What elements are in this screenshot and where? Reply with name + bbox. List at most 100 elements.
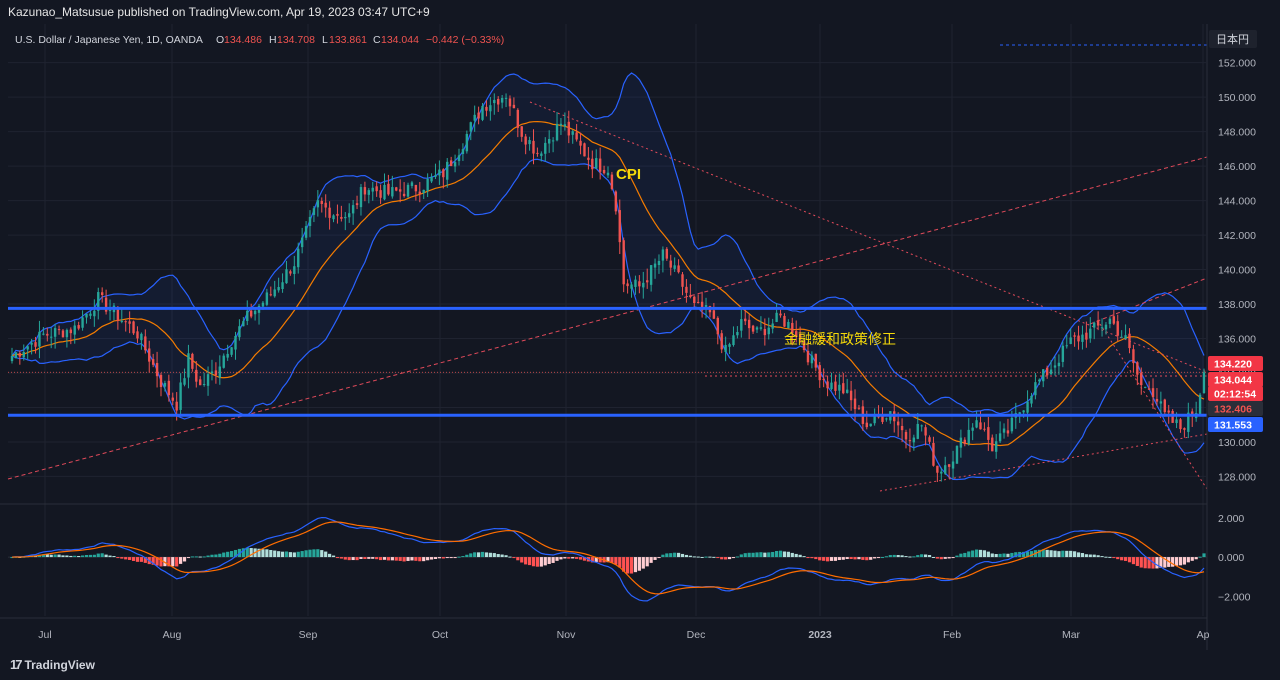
macd-histogram-bar: [618, 557, 622, 568]
candle-body: [845, 389, 849, 393]
candle-body: [1175, 419, 1178, 424]
macd-histogram-bar: [1025, 551, 1030, 558]
axes: 152.000 150.000 148.000 146.000 144.000 142.0…: [0, 24, 1263, 650]
candle-body: [22, 351, 25, 358]
candle-body: [669, 260, 672, 268]
price-tick-label: 136.000: [1218, 334, 1256, 346]
candle-body: [673, 265, 676, 269]
currency-tab-bg: [1209, 30, 1257, 48]
macd-histogram-bar: [92, 554, 96, 558]
macd-histogram-bar: [202, 556, 206, 558]
candle-body: [877, 416, 880, 418]
candle-body: [1006, 430, 1010, 434]
candle-body: [626, 283, 629, 287]
candle-body: [465, 133, 469, 152]
currency-tab[interactable]: 日本円: [1209, 30, 1257, 48]
candle-body: [751, 325, 755, 332]
candle-body: [1034, 382, 1037, 396]
macd-histogram-bar: [371, 557, 375, 559]
candle-body: [442, 169, 445, 178]
candle-body: [814, 353, 818, 368]
candle-body: [681, 274, 684, 287]
macd-histogram-bar: [1088, 554, 1092, 558]
macd-histogram-bar: [1143, 557, 1147, 569]
macd-histogram-bar: [1202, 553, 1206, 558]
price-pane[interactable]: [7, 44, 1208, 492]
candle-body: [712, 310, 716, 319]
candle-body: [967, 429, 970, 444]
macd-histogram-bar: [1182, 557, 1186, 565]
macd-histogram-bar: [308, 549, 312, 558]
macd-histogram-bar: [931, 557, 936, 559]
price-badge-text: 134.044: [1214, 375, 1252, 387]
macd-histogram-bar: [771, 551, 775, 558]
macd-histogram-bar: [641, 557, 645, 569]
macd-histogram-bar: [645, 557, 649, 567]
macd-histogram-bar: [331, 555, 336, 558]
candle-body: [716, 317, 719, 335]
macd-histogram-bar: [912, 556, 916, 558]
candle-body: [1159, 401, 1163, 404]
macd-histogram-bar: [531, 557, 536, 567]
macd-histogram-bar: [73, 555, 77, 558]
currency-label: 日本円: [1216, 32, 1249, 46]
candle-body: [798, 333, 802, 339]
macd-histogram-bar: [512, 557, 516, 559]
time-tick-label: Jul: [38, 629, 51, 641]
candle-body: [536, 152, 539, 154]
tradingview-logo[interactable]: 17 TradingView: [10, 657, 95, 672]
macd-histogram-bar: [284, 551, 289, 558]
price-badge-bg: [1208, 417, 1263, 432]
macd-histogram-bar: [1049, 550, 1053, 558]
macd-histogram-bar: [390, 557, 394, 561]
macd-histogram-bar: [159, 557, 163, 567]
usdjpy-chart[interactable]: 152.000 150.000 148.000 146.000 144.000 142.0…: [0, 24, 1280, 650]
macd-histogram-bar: [731, 557, 736, 559]
macd-histogram-bar: [41, 554, 45, 558]
macd-histogram-bar: [218, 553, 222, 558]
policy-change-annotation: 金融緩和政策修正: [784, 331, 896, 347]
candle-body: [187, 353, 190, 378]
candle-body: [720, 333, 723, 350]
macd-histogram-bar: [794, 553, 798, 558]
candle-body: [579, 140, 582, 146]
price-tick-label: 130.000: [1218, 437, 1256, 449]
macd-histogram-bar: [802, 556, 806, 558]
candle-body: [136, 331, 139, 339]
macd-histogram-bar: [53, 554, 57, 558]
candle-body: [998, 433, 1002, 442]
macd-histogram-bar: [1045, 549, 1049, 558]
macd-histogram-bar: [974, 549, 979, 558]
candle-body: [932, 442, 935, 466]
price-badge-bg: [1208, 401, 1263, 416]
candle-body: [983, 428, 986, 430]
candle-body: [293, 266, 296, 274]
macd-histogram-bar: [924, 554, 928, 558]
candle-body: [85, 313, 88, 318]
candle-body: [618, 210, 621, 243]
candle-body: [704, 305, 708, 308]
candle-body: [336, 213, 339, 216]
time-tick-label: Ap: [1197, 629, 1210, 641]
price-badge-bg: [1208, 386, 1263, 401]
candle-body: [469, 122, 472, 132]
candle-body: [634, 279, 637, 287]
candle-body: [896, 421, 900, 426]
macd-pane[interactable]: [8, 516, 1207, 602]
candle-body: [124, 321, 127, 323]
candle-body: [316, 200, 320, 208]
macd-histogram-bar: [300, 551, 304, 558]
macd-histogram-bar: [1104, 556, 1108, 558]
candle-body: [391, 187, 394, 197]
macd-histogram-bar: [457, 556, 461, 558]
candle-body: [481, 105, 484, 120]
signal-line: [11, 521, 1205, 595]
candle-body: [477, 112, 480, 119]
macd-histogram-bar: [947, 557, 951, 559]
macd-histogram-bar: [524, 557, 528, 565]
macd-histogram-bar: [422, 557, 426, 562]
candle-body: [779, 313, 782, 316]
candle-body: [987, 427, 990, 440]
macd-histogram-bar: [571, 557, 575, 559]
candle-body: [1187, 412, 1190, 432]
